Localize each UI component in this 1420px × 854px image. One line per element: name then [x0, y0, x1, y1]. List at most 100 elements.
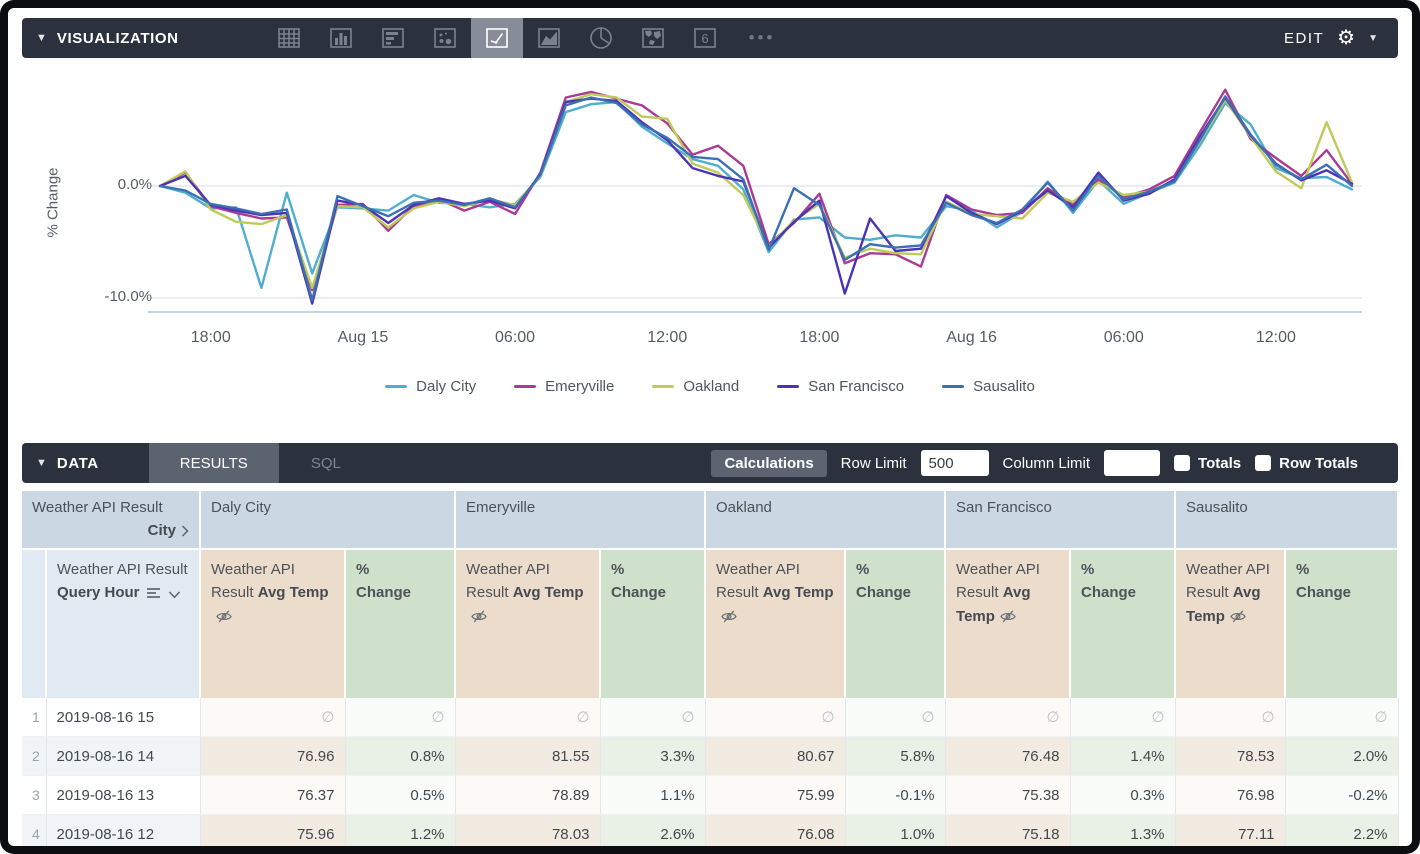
legend-swatch	[652, 384, 675, 388]
city-header-san-francisco[interactable]: San Francisco	[945, 491, 1177, 550]
query-hour-cell[interactable]: 2019-08-16 12	[46, 814, 201, 846]
row-totals-checkbox[interactable]	[1255, 455, 1272, 471]
series-line-san-francisco[interactable]	[158, 96, 1354, 305]
pct-change-header-oakland[interactable]: % Change	[845, 549, 947, 698]
avg-temp-cell[interactable]: 81.55	[455, 736, 601, 776]
pie-chart-icon[interactable]	[575, 18, 627, 58]
avg-temp-header-emeryville[interactable]: Weather API Result Avg Temp	[455, 549, 602, 698]
avg-temp-cell[interactable]: 80.67	[705, 736, 846, 776]
pct-change-cell[interactable]: 1.1%	[600, 775, 706, 815]
table-row: 2 2019-08-16 14 76.96 0.8% 81.55 3.3% 80.67 5.8…	[22, 736, 1399, 776]
more-chart-types-icon[interactable]: •••	[748, 28, 776, 47]
pct-change-cell[interactable]: 0.8%	[345, 736, 456, 776]
pct-change-header-sausalito[interactable]: % Change	[1285, 549, 1400, 698]
gear-icon[interactable]: ⚙	[1337, 27, 1356, 49]
avg-temp-cell[interactable]: 76.08	[705, 814, 846, 846]
query-hour-cell[interactable]: 2019-08-16 13	[46, 775, 201, 815]
pct-change-cell[interactable]: ∅	[345, 698, 456, 737]
data-collapse-caret-icon[interactable]: ▼	[36, 456, 47, 469]
pct-change-cell[interactable]: 5.8%	[845, 736, 946, 776]
avg-temp-cell[interactable]: 75.18	[945, 814, 1071, 846]
map-icon[interactable]	[627, 18, 679, 58]
city-header-sausalito[interactable]: Sausalito	[1175, 491, 1400, 550]
area-chart-icon[interactable]	[523, 18, 575, 58]
query-hour-cell[interactable]: 2019-08-16 14	[46, 736, 201, 776]
city-header-emeryville[interactable]: Emeryville	[455, 491, 707, 550]
pct-change-cell[interactable]: ∅	[845, 698, 946, 737]
pct-change-cell[interactable]: ∅	[600, 698, 706, 737]
query-hour-header[interactable]: Weather API Result Query Hour	[46, 549, 201, 698]
pct-change-cell[interactable]: 1.3%	[1070, 814, 1176, 846]
pivot-header-city[interactable]: Weather API Result City	[22, 491, 201, 550]
avg-temp-cell[interactable]: 78.53	[1175, 736, 1286, 776]
pct-change-cell[interactable]: 2.6%	[600, 814, 706, 846]
scatter-icon[interactable]	[419, 18, 471, 58]
avg-temp-cell[interactable]: 75.38	[945, 775, 1071, 815]
sort-icon[interactable]	[145, 587, 163, 599]
avg-temp-cell[interactable]: ∅	[200, 698, 346, 737]
gear-caret-icon[interactable]: ▼	[1368, 32, 1378, 44]
avg-temp-cell[interactable]: 76.96	[200, 736, 346, 776]
series-line-daly-city[interactable]	[158, 100, 1354, 290]
pct-change-cell[interactable]: 0.5%	[345, 775, 456, 815]
pct-change-cell[interactable]: ∅	[1285, 698, 1399, 737]
query-hour-cell[interactable]: 2019-08-16 15	[46, 698, 201, 737]
pct-change-cell[interactable]: 1.2%	[345, 814, 456, 846]
legend-item-emeryville[interactable]: Emeryville	[514, 378, 614, 395]
totals-checkbox[interactable]	[1174, 455, 1191, 471]
avg-temp-header-oakland[interactable]: Weather API Result Avg Temp	[705, 549, 847, 698]
avg-temp-cell[interactable]: ∅	[455, 698, 601, 737]
pct-change-cell[interactable]: -0.1%	[845, 775, 946, 815]
tab-results[interactable]: RESULTS	[148, 443, 279, 483]
pct-change-header-emeryville[interactable]: % Change	[600, 549, 707, 698]
pct-change-cell[interactable]: 2.0%	[1285, 736, 1399, 776]
avg-temp-cell[interactable]: 76.98	[1175, 775, 1286, 815]
calculations-button[interactable]: Calculations	[711, 449, 827, 477]
pct-change-cell[interactable]: 3.3%	[600, 736, 706, 776]
pct-change-header-san-francisco[interactable]: % Change	[1070, 549, 1177, 698]
chevron-down-icon[interactable]	[168, 591, 181, 599]
legend-item-sausalito[interactable]: Sausalito	[942, 378, 1035, 395]
line-chart-icon[interactable]	[470, 18, 523, 58]
collapse-caret-icon[interactable]: ▼	[36, 31, 47, 44]
row-limit-input[interactable]	[920, 450, 989, 476]
avg-temp-cell[interactable]: 77.11	[1175, 814, 1286, 846]
city-header-oakland[interactable]: Oakland	[705, 491, 947, 550]
edit-button[interactable]: EDIT	[1283, 29, 1325, 47]
avg-temp-header-sausalito[interactable]: Weather API Result Avg Temp	[1175, 549, 1287, 698]
results-table: Weather API Result City Daly City Emeryvill…	[22, 491, 1400, 846]
legend-item-daly-city[interactable]: Daly City	[385, 378, 476, 395]
avg-temp-header-daly-city[interactable]: Weather API Result Avg Temp	[200, 549, 346, 698]
table-icon[interactable]	[263, 18, 315, 58]
avg-temp-cell[interactable]: ∅	[945, 698, 1071, 737]
tab-sql[interactable]: SQL	[310, 454, 341, 472]
avg-temp-cell[interactable]: ∅	[1175, 698, 1286, 737]
avg-temp-cell[interactable]: 78.89	[455, 775, 601, 815]
series-line-sausalito[interactable]	[158, 95, 1354, 302]
series-line-oakland[interactable]	[158, 93, 1354, 290]
pct-change-cell[interactable]: ∅	[1070, 698, 1176, 737]
pct-change-header-daly-city[interactable]: % Change	[345, 549, 457, 698]
column-limit-input[interactable]	[1104, 450, 1161, 476]
pct-change-cell[interactable]: 1.0%	[845, 814, 946, 846]
avg-temp-cell[interactable]: 76.37	[200, 775, 346, 815]
avg-temp-cell[interactable]: 75.96	[200, 814, 346, 846]
bar-chart-icon[interactable]	[367, 18, 419, 58]
pct-change-cell[interactable]: -0.2%	[1285, 775, 1399, 815]
avg-temp-cell[interactable]: 75.99	[705, 775, 846, 815]
pct-change-cell[interactable]: 2.2%	[1285, 814, 1399, 846]
y-tick-label: 0.0%	[117, 176, 152, 193]
avg-temp-cell[interactable]: ∅	[705, 698, 846, 737]
avg-temp-header-san-francisco[interactable]: Weather API Result Avg Temp	[945, 549, 1072, 698]
pct-change-cell[interactable]: 0.3%	[1070, 775, 1176, 815]
avg-temp-cell[interactable]: 78.03	[455, 814, 601, 846]
legend-item-san-francisco[interactable]: San Francisco	[777, 378, 904, 395]
chevron-right-icon[interactable]	[181, 524, 189, 537]
legend-item-oakland[interactable]: Oakland	[652, 378, 739, 395]
pct-change-cell[interactable]: 1.4%	[1070, 736, 1176, 776]
city-header-daly-city[interactable]: Daly City	[200, 491, 457, 550]
series-line-emeryville[interactable]	[158, 88, 1354, 292]
avg-temp-cell[interactable]: 76.48	[945, 736, 1071, 776]
column-chart-icon[interactable]	[315, 18, 367, 58]
single-value-icon[interactable]: 6	[679, 18, 731, 58]
